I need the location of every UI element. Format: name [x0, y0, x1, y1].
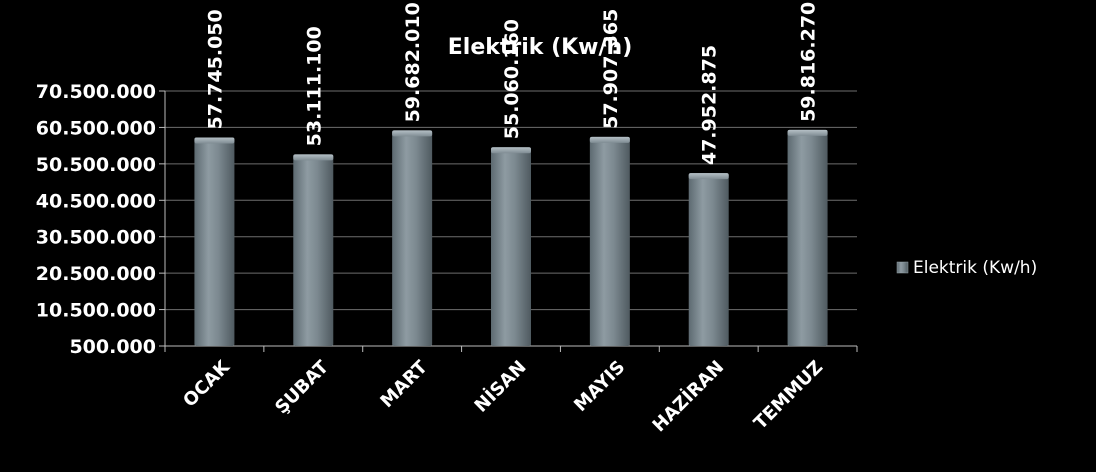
chart-title: Elektrik (Kw/h)	[448, 35, 633, 60]
x-tick-label: MAYIS	[570, 357, 629, 416]
bar-cap	[589, 136, 630, 143]
bar-cap	[194, 137, 235, 144]
legend-swatch	[896, 261, 909, 274]
data-label: 57.907.365	[600, 9, 622, 129]
bar-body	[589, 136, 630, 346]
bars	[194, 129, 828, 346]
bar	[194, 137, 235, 346]
bar	[589, 136, 630, 346]
bar-cap	[688, 173, 729, 180]
y-tick-label: 500.000	[69, 336, 156, 358]
y-tick-label: 60.500.000	[36, 117, 156, 139]
data-labels: 57.745.050 53.111.100 59.682.010 55.060.160…	[204, 2, 819, 165]
legend: Elektrik (Kw/h)	[896, 258, 1037, 278]
x-axis-tick-labels: OCAK ŞUBAT MART NİSAN MAYIS HAZİRAN TEMMUZ	[179, 356, 827, 436]
bar-cap	[491, 147, 531, 154]
data-label: 59.816.270	[798, 2, 820, 122]
y-tick-label: 10.500.000	[36, 300, 156, 322]
bar	[293, 154, 334, 346]
bar	[787, 129, 828, 346]
bar	[688, 173, 729, 346]
legend-entry: Elektrik (Kw/h)	[913, 258, 1037, 278]
bar-body	[194, 137, 235, 346]
bar-body	[392, 130, 433, 346]
bar-body	[688, 173, 729, 346]
x-tick-label: OCAK	[179, 356, 234, 411]
data-label: 53.111.100	[303, 26, 325, 146]
y-tick-label: 40.500.000	[36, 190, 156, 212]
data-label: 47.952.875	[699, 45, 721, 165]
data-label: 59.682.010	[402, 2, 424, 122]
bar-body	[293, 154, 334, 346]
y-tick-label: 20.500.000	[36, 263, 156, 285]
bar	[491, 147, 531, 346]
data-label: 57.745.050	[204, 9, 226, 129]
bar-body	[787, 129, 828, 346]
y-tick-label: 70.500.000	[36, 81, 156, 103]
y-tick-label: 50.500.000	[36, 154, 156, 176]
bar-cap	[293, 154, 334, 161]
y-axis-tick-labels: 500.000 10.500.000 20.500.000 30.500.000 40.…	[36, 81, 156, 358]
bar-cap	[787, 129, 828, 136]
x-tick-label: HAZİRAN	[648, 356, 728, 436]
bar-cap	[392, 130, 433, 137]
bar	[392, 130, 433, 346]
x-tick-label: MART	[376, 356, 432, 412]
x-tick-label: TEMMUZ	[750, 357, 827, 434]
y-tick-label: 30.500.000	[36, 227, 156, 249]
x-tick-label: NİSAN	[470, 356, 531, 417]
data-label: 55.060.160	[501, 19, 523, 139]
x-tick-label: ŞUBAT	[271, 356, 333, 418]
bar-body	[491, 147, 531, 346]
